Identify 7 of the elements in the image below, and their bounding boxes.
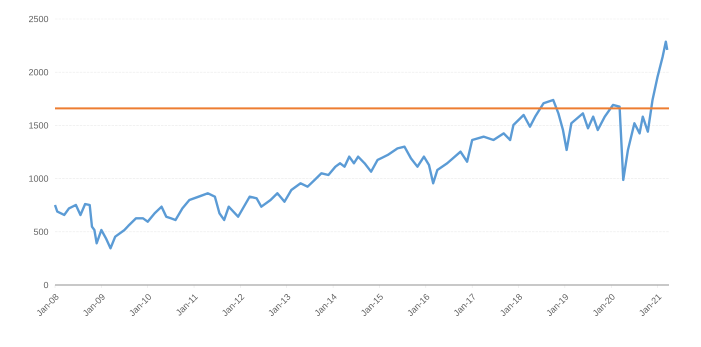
y-tick-label: 1000 xyxy=(29,175,48,182)
y-tick-label: 1500 xyxy=(29,122,48,129)
line-series xyxy=(54,40,668,250)
y-tick-label: 0 xyxy=(44,282,48,288)
y-tick-label: 2500 xyxy=(29,16,48,22)
y-tick-label: 2000 xyxy=(29,69,48,76)
y-tick-label: 500 xyxy=(34,228,48,235)
